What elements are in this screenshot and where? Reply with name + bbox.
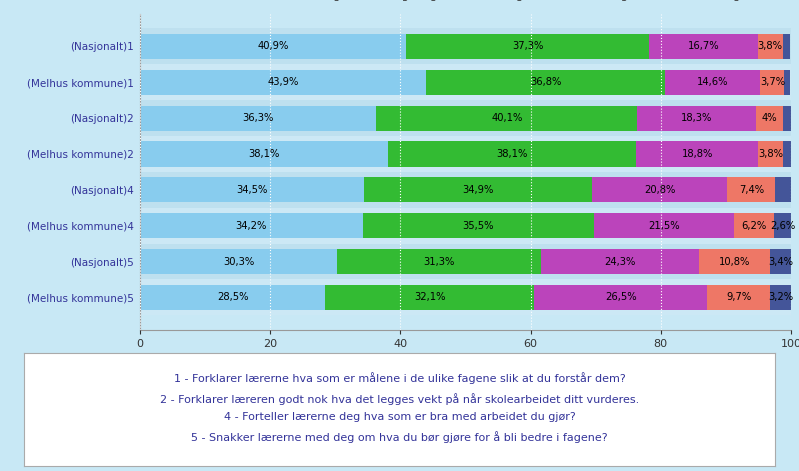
Text: 26,5%: 26,5% (605, 292, 637, 302)
Text: 2,6%: 2,6% (770, 221, 795, 231)
Text: 34,9%: 34,9% (463, 185, 494, 195)
Bar (782, 34, 790, 59)
Bar (140, 244, 791, 279)
Bar (638, 106, 757, 130)
Text: 3,4%: 3,4% (768, 257, 793, 267)
Bar (140, 279, 791, 316)
Bar (140, 213, 363, 238)
Text: 16,7%: 16,7% (688, 41, 719, 51)
Text: 36,8%: 36,8% (530, 77, 561, 87)
Bar (541, 249, 699, 274)
Text: 3,8%: 3,8% (758, 149, 783, 159)
Bar (140, 208, 791, 244)
Bar (783, 141, 792, 167)
Bar (140, 34, 406, 59)
Text: 31,3%: 31,3% (423, 257, 455, 267)
Bar (636, 141, 758, 167)
Text: 3,7%: 3,7% (760, 77, 785, 87)
Bar (707, 285, 770, 310)
Text: 20,8%: 20,8% (644, 185, 675, 195)
Text: 40,9%: 40,9% (257, 41, 288, 51)
Text: 1 - Forklarer lærerne hva som er målene i de ulike fagene slik at du forstår dem: 1 - Forklarer lærerne hva som er målene … (160, 372, 639, 443)
Bar (140, 28, 791, 65)
Text: 24,3%: 24,3% (604, 257, 636, 267)
Text: 10,8%: 10,8% (718, 257, 750, 267)
Bar (406, 34, 649, 59)
Bar (140, 136, 791, 172)
Text: 21,5%: 21,5% (648, 221, 679, 231)
Legend: I alle eller de fleste fag, I mange fag, I noen fag, I svært få fag, Ikke i noen: I alle eller de fleste fag, I mange fag,… (186, 0, 745, 6)
Bar (140, 249, 337, 274)
Bar (757, 106, 783, 130)
Bar (758, 141, 783, 167)
Bar (761, 70, 785, 95)
Bar (140, 172, 791, 208)
Bar (140, 100, 791, 136)
Text: 30,3%: 30,3% (223, 257, 254, 267)
Bar (337, 249, 541, 274)
Text: 18,3%: 18,3% (682, 113, 713, 123)
Text: 6,2%: 6,2% (741, 221, 766, 231)
Bar (535, 285, 707, 310)
Text: 38,1%: 38,1% (248, 149, 280, 159)
Text: 3,8%: 3,8% (757, 41, 783, 51)
Bar (592, 177, 727, 203)
Bar (140, 106, 376, 130)
Text: 28,5%: 28,5% (217, 292, 248, 302)
Text: 7,4%: 7,4% (739, 185, 764, 195)
Bar (769, 249, 792, 274)
Text: 14,6%: 14,6% (697, 77, 729, 87)
Bar (364, 177, 592, 203)
Text: 18,8%: 18,8% (682, 149, 713, 159)
Text: 43,9%: 43,9% (267, 77, 299, 87)
Bar (388, 141, 636, 167)
Bar (757, 34, 782, 59)
Bar (774, 213, 791, 238)
Bar (666, 70, 761, 95)
Bar (770, 285, 791, 310)
Text: 3,2%: 3,2% (768, 292, 793, 302)
Bar (426, 70, 666, 95)
Text: 40,1%: 40,1% (491, 113, 523, 123)
Text: 36,3%: 36,3% (242, 113, 274, 123)
Bar (363, 213, 594, 238)
Bar (140, 70, 426, 95)
Bar (733, 213, 774, 238)
Bar (785, 70, 789, 95)
Text: 34,2%: 34,2% (236, 221, 267, 231)
Bar (775, 177, 791, 203)
Bar (140, 285, 325, 310)
Text: 32,1%: 32,1% (414, 292, 446, 302)
Bar (783, 106, 792, 130)
Bar (649, 34, 757, 59)
Bar (140, 141, 388, 167)
Text: 35,5%: 35,5% (463, 221, 494, 231)
Bar (325, 285, 535, 310)
Text: 4%: 4% (762, 113, 777, 123)
Bar (376, 106, 638, 130)
Text: 37,3%: 37,3% (512, 41, 543, 51)
Text: 38,1%: 38,1% (496, 149, 527, 159)
Bar (140, 65, 791, 100)
Text: 9,7%: 9,7% (726, 292, 751, 302)
Bar (140, 177, 364, 203)
Bar (699, 249, 769, 274)
Text: 34,5%: 34,5% (237, 185, 268, 195)
Bar (727, 177, 775, 203)
Bar (594, 213, 733, 238)
